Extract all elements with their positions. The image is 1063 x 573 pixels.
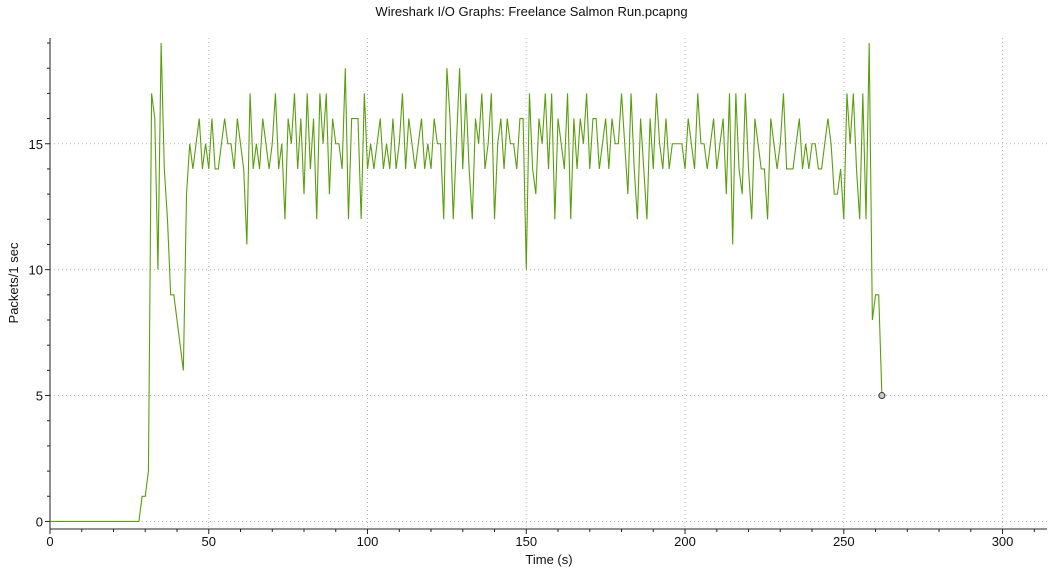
x-tick-label: 250 <box>833 534 855 549</box>
y-axis-label: Packets/1 sec <box>6 242 21 323</box>
plot-area <box>50 43 886 522</box>
series-line <box>50 43 883 522</box>
y-tick-label: 5 <box>36 389 43 404</box>
tick-labels: 0 50 100 150 200 250 300 0 5 10 15 <box>29 137 1014 549</box>
end-point-marker <box>878 392 886 400</box>
chart-title: Wireshark I/O Graphs: Freelance Salmon R… <box>375 4 688 19</box>
x-tick-label: 50 <box>202 534 216 549</box>
tick-marks <box>45 42 1035 534</box>
x-axis-label: Time (s) <box>525 552 572 567</box>
x-tick-label: 0 <box>46 534 53 549</box>
y-tick-label: 10 <box>29 263 43 278</box>
y-tick-label: 0 <box>36 514 43 529</box>
axes <box>49 38 1047 530</box>
x-tick-label: 100 <box>357 534 379 549</box>
y-tick-label: 15 <box>29 137 43 152</box>
x-tick-label: 200 <box>674 534 696 549</box>
x-tick-label: 150 <box>515 534 537 549</box>
x-tick-label: 300 <box>992 534 1014 549</box>
grid-lines <box>49 38 1047 529</box>
